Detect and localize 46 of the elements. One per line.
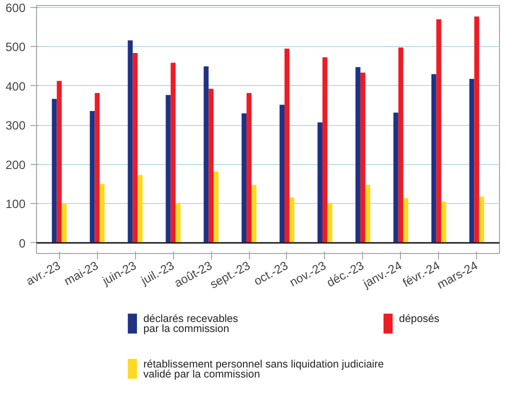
y-tick-label: 400 [5, 79, 26, 94]
bar [56, 80, 62, 243]
bar [170, 62, 176, 243]
legend-label: déclarés recevables par la commission [143, 313, 238, 336]
bar [398, 47, 404, 243]
bar [284, 48, 290, 243]
y-tick-label: 300 [5, 118, 26, 133]
bar [208, 88, 214, 243]
bar [289, 197, 294, 243]
bar [365, 184, 370, 243]
bar [441, 202, 446, 243]
bar [431, 74, 436, 243]
bar [403, 198, 408, 243]
y-tick-label: 500 [5, 40, 26, 54]
bar [242, 113, 247, 243]
bar [322, 57, 328, 243]
y-tick-label: 200 [5, 158, 26, 172]
bar [436, 19, 442, 243]
bar [94, 93, 100, 243]
bar [469, 78, 474, 243]
bar [52, 98, 57, 243]
bar [327, 202, 332, 243]
bar [474, 16, 480, 243]
legend-label: déposés [399, 313, 440, 326]
bar [318, 122, 322, 243]
bar [128, 40, 133, 243]
bar [280, 104, 285, 243]
y-tick-label: 100 [5, 197, 26, 212]
legend-label: rétablissement personnel sans liquidation judiciaire validé par la commission [143, 358, 384, 380]
y-tick-label: 0 [18, 236, 26, 250]
bar [166, 94, 171, 243]
bar [214, 171, 218, 243]
bar [90, 111, 95, 243]
bar [251, 184, 256, 243]
bar [100, 184, 105, 243]
bar [393, 112, 398, 243]
bar [360, 72, 366, 243]
y-tick-label: 600 [5, 0, 26, 15]
bar [132, 52, 138, 243]
bar [355, 67, 360, 243]
bar [62, 204, 67, 243]
bar [176, 202, 181, 243]
bar [479, 196, 484, 243]
bar [138, 175, 143, 243]
bar [246, 93, 252, 243]
bar [204, 66, 209, 243]
